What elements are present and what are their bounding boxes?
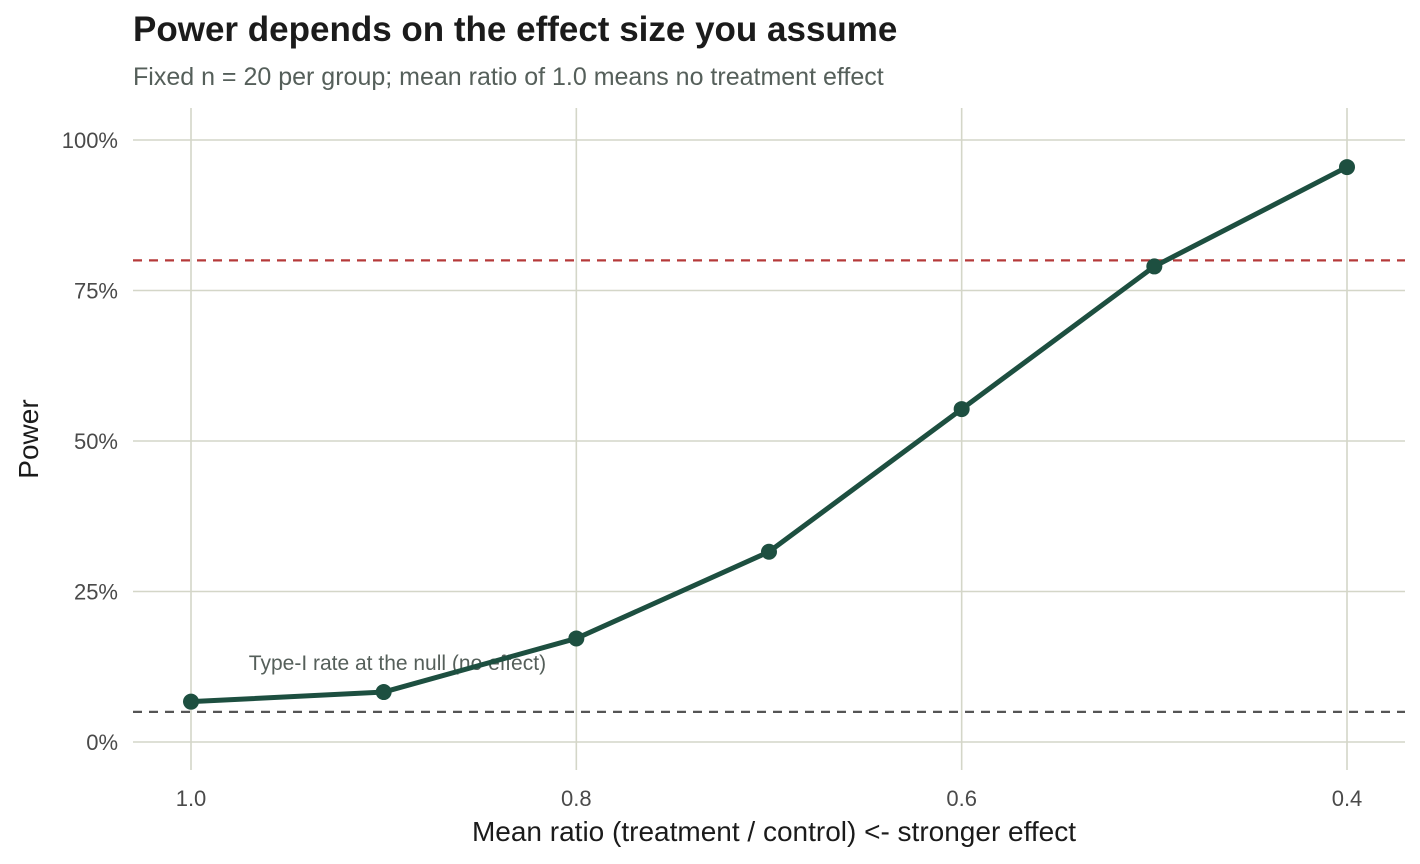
x-tick-label: 0.6	[946, 786, 977, 811]
y-tick-label: 25%	[74, 580, 118, 605]
annotation-layer: Type-I rate at the null (no effect)	[249, 652, 546, 675]
x-tick-label: 1.0	[176, 786, 207, 811]
reference-lines	[133, 259, 1405, 714]
x-tick-label: 0.8	[561, 786, 592, 811]
x-axis-title: Mean ratio (treatment / control) <- stro…	[472, 816, 1076, 847]
data-point	[375, 684, 392, 701]
chart-subtitle: Fixed n = 20 per group; mean ratio of 1.…	[133, 63, 884, 91]
chart-title: Power depends on the effect size you ass…	[133, 10, 898, 49]
data-point	[953, 401, 970, 418]
data-point	[1146, 258, 1163, 275]
x-tick-label: 0.4	[1332, 786, 1363, 811]
y-tick-label: 0%	[86, 730, 118, 755]
series-line	[188, 164, 1350, 705]
data-point	[568, 630, 585, 647]
y-axis-title: Power	[13, 399, 44, 478]
y-tick-label: 75%	[74, 279, 118, 304]
y-tick-label: 50%	[74, 429, 118, 454]
data-point	[183, 693, 199, 710]
series-layer	[183, 159, 1355, 710]
tick-labels: 0% 25% 50% 75% 100% 1.0 0.8 0.6 0.4	[62, 128, 1363, 811]
y-tick-label: 100%	[62, 128, 118, 153]
type-i-annotation: Type-I rate at the null (no effect)	[249, 652, 546, 675]
data-point	[761, 543, 777, 560]
grid-layer	[133, 108, 1405, 770]
data-point	[1339, 159, 1355, 176]
